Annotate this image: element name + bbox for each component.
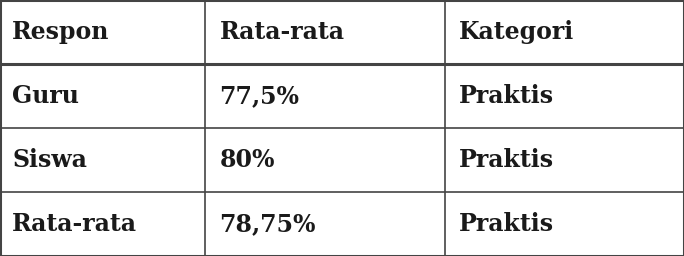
Text: Rata-rata: Rata-rata xyxy=(220,20,345,44)
Text: Kategori: Kategori xyxy=(459,20,574,44)
Text: 77,5%: 77,5% xyxy=(220,84,300,108)
Text: 80%: 80% xyxy=(220,148,275,172)
Text: 78,75%: 78,75% xyxy=(220,212,316,236)
Text: Praktis: Praktis xyxy=(459,212,554,236)
Text: Praktis: Praktis xyxy=(459,148,554,172)
Text: Rata-rata: Rata-rata xyxy=(12,212,137,236)
Text: Respon: Respon xyxy=(12,20,109,44)
Text: Siswa: Siswa xyxy=(12,148,87,172)
Text: Praktis: Praktis xyxy=(459,84,554,108)
Text: Guru: Guru xyxy=(12,84,79,108)
